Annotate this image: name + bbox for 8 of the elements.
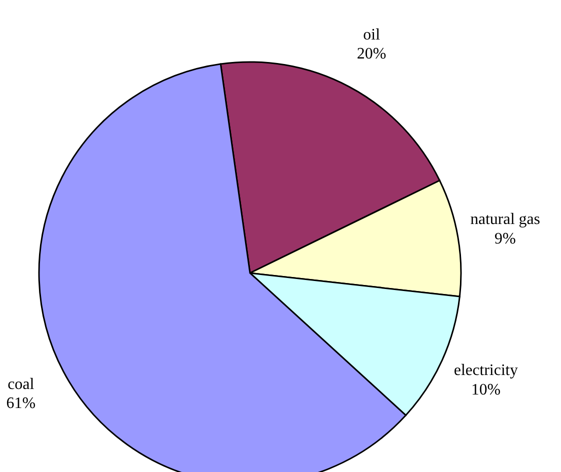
data-label: 10% [471,381,501,398]
slice-label: natural gas [470,211,540,228]
data-label: 9% [494,230,516,248]
slice-label: coal [8,376,35,393]
data-label: 20% [356,46,386,63]
slice-label: oil [363,26,381,44]
slice-label: electricity [454,362,518,380]
data-label: 61% [6,395,36,412]
